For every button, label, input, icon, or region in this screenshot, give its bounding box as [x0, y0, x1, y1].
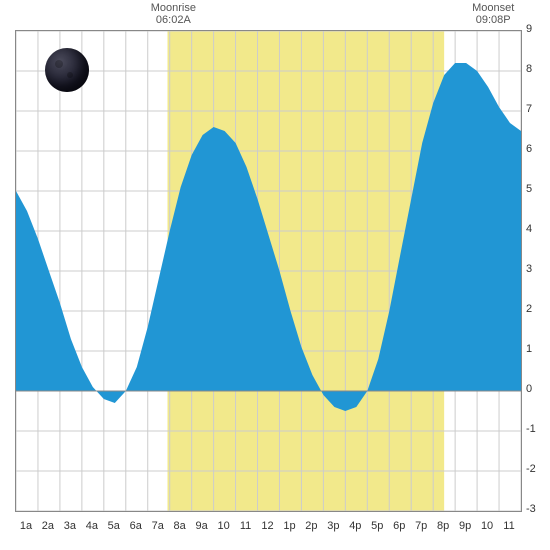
- y-tick-label: -1: [526, 423, 536, 435]
- y-tick-label: 4: [526, 223, 532, 235]
- x-tick-label: 10: [481, 520, 493, 532]
- y-tick-label: 8: [526, 63, 532, 75]
- x-tick-label: 3a: [64, 520, 76, 532]
- x-tick-label: 3p: [327, 520, 339, 532]
- moonrise-time: 06:02A: [151, 14, 196, 26]
- moon-icon: [45, 48, 89, 92]
- y-tick-label: 0: [526, 383, 532, 395]
- y-tick-label: 5: [526, 183, 532, 195]
- plot-area: [15, 30, 522, 512]
- x-tick-label: 5p: [371, 520, 383, 532]
- x-tick-label: 9p: [459, 520, 471, 532]
- y-tick-label: 7: [526, 103, 532, 115]
- moonrise-label-block: Moonrise 06:02A: [151, 2, 196, 26]
- x-tick-label: 7a: [152, 520, 164, 532]
- x-tick-label: 5a: [108, 520, 120, 532]
- x-tick-label: 4a: [86, 520, 98, 532]
- y-tick-label: 2: [526, 303, 532, 315]
- x-tick-label: 12: [261, 520, 273, 532]
- y-tick-label: 6: [526, 143, 532, 155]
- x-tick-label: 1a: [20, 520, 32, 532]
- y-tick-label: 9: [526, 23, 532, 35]
- x-tick-label: 10: [217, 520, 229, 532]
- x-tick-label: 1p: [283, 520, 295, 532]
- x-tick-label: 11: [240, 520, 251, 532]
- x-tick-label: 8a: [174, 520, 186, 532]
- y-tick-label: 1: [526, 343, 532, 355]
- y-tick-label: -2: [526, 463, 536, 475]
- x-tick-label: 4p: [349, 520, 361, 532]
- chart-svg: [16, 31, 521, 511]
- x-tick-label: 2p: [305, 520, 317, 532]
- y-tick-label: -3: [526, 503, 536, 515]
- x-tick-label: 11: [503, 520, 514, 532]
- y-tick-label: 3: [526, 263, 532, 275]
- moonset-label: Moonset: [472, 2, 514, 14]
- moonrise-label: Moonrise: [151, 2, 196, 14]
- moonset-label-block: Moonset 09:08P: [472, 2, 514, 26]
- x-tick-label: 8p: [437, 520, 449, 532]
- x-tick-label: 9a: [196, 520, 208, 532]
- x-tick-label: 2a: [42, 520, 54, 532]
- x-tick-label: 6p: [393, 520, 405, 532]
- tide-chart-container: Moonrise 06:02A Moonset 09:08P -3-2-1012…: [0, 0, 550, 550]
- x-tick-label: 6a: [130, 520, 142, 532]
- x-tick-label: 7p: [415, 520, 427, 532]
- moonset-time: 09:08P: [472, 14, 514, 26]
